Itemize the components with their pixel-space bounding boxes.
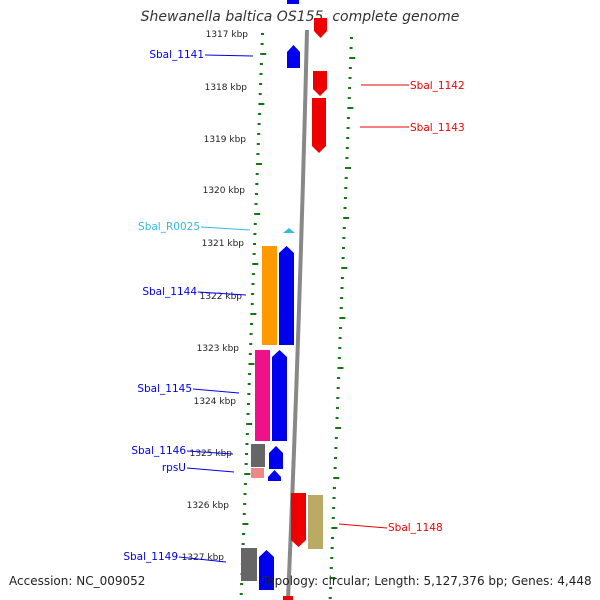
scale-label: 1326 kbp — [187, 501, 230, 511]
scale-label: 1318 kbp — [205, 83, 248, 93]
gene-feature[interactable] — [312, 98, 326, 153]
gene-feature[interactable] — [287, 45, 300, 68]
gene-label[interactable]: Sbal_1145 — [137, 383, 192, 395]
gene-label[interactable]: Sbal_1143 — [410, 122, 465, 134]
gene-leader-line — [178, 556, 227, 563]
gene-feature[interactable] — [291, 493, 306, 547]
gene-feature[interactable] — [313, 71, 327, 96]
gene-leader-line — [204, 54, 254, 57]
gene-label[interactable]: Sbal_1146 — [131, 445, 186, 457]
scale-label: 1322 kbp — [200, 292, 243, 302]
feature-layer — [241, 0, 327, 600]
gene-feature[interactable] — [314, 18, 327, 38]
gene-feature[interactable] — [269, 446, 283, 469]
gene-feature[interactable] — [262, 246, 277, 345]
gene-label[interactable]: Sbal_1141 — [149, 49, 204, 61]
gene-label[interactable]: Sbal_1149 — [123, 551, 178, 563]
gene-leader-line — [338, 523, 388, 529]
gene-label[interactable]: Sbal_1142 — [410, 80, 465, 92]
scale-label: 1327 kbp — [182, 553, 225, 563]
gene-label[interactable]: Sbal_R0025 — [138, 221, 200, 233]
gene-feature[interactable] — [287, 0, 299, 4]
gene-feature[interactable] — [283, 596, 293, 600]
gene-feature[interactable] — [255, 350, 270, 441]
gene-label[interactable]: Sbal_1148 — [388, 522, 443, 534]
scale-label: 1321 kbp — [202, 239, 245, 249]
gene-label-layer: Sbal_1141 Sbal_1142 Sbal_1143 Sbal_R0025 Sba… — [123, 49, 464, 563]
scale-label: 1324 kbp — [194, 397, 237, 407]
gene-leader-line — [200, 226, 251, 231]
genome-info-text: Topology: circular; Length: 5,127,376 bp… — [262, 574, 592, 588]
scale-label: 1325 kbp — [190, 449, 233, 459]
rna-feature[interactable] — [283, 228, 295, 233]
scale-label: 1323 kbp — [197, 344, 240, 354]
scale-label: 1320 kbp — [203, 186, 246, 196]
gene-feature[interactable] — [251, 444, 265, 467]
gene-feature[interactable] — [272, 350, 287, 441]
gene-feature[interactable] — [279, 246, 294, 345]
right-tick-track — [328, 37, 356, 599]
gene-label[interactable]: rpsU — [162, 462, 186, 474]
scale-label: 1319 kbp — [204, 135, 247, 145]
gene-feature[interactable] — [251, 468, 264, 478]
scale-label: 1317 kbp — [206, 30, 249, 40]
left-tick-track — [239, 33, 267, 595]
gene-leader-line — [197, 291, 247, 296]
gene-feature[interactable] — [241, 548, 257, 581]
gene-leader-line — [192, 388, 240, 394]
gene-feature[interactable] — [268, 470, 281, 481]
gene-feature[interactable] — [308, 495, 323, 549]
gene-label[interactable]: Sbal_1144 — [142, 286, 197, 298]
map-title: Shewanella baltica OS155, complete genom… — [140, 9, 460, 25]
accession-text: Accession: NC_009052 — [9, 574, 146, 588]
gene-leader-line — [186, 467, 235, 473]
gene-leader-line — [186, 450, 234, 455]
scale-label-layer: 1317 kbp 1318 kbp 1319 kbp 1320 kbp 1321 kbp… — [182, 30, 249, 563]
gene-feature[interactable] — [259, 550, 274, 590]
